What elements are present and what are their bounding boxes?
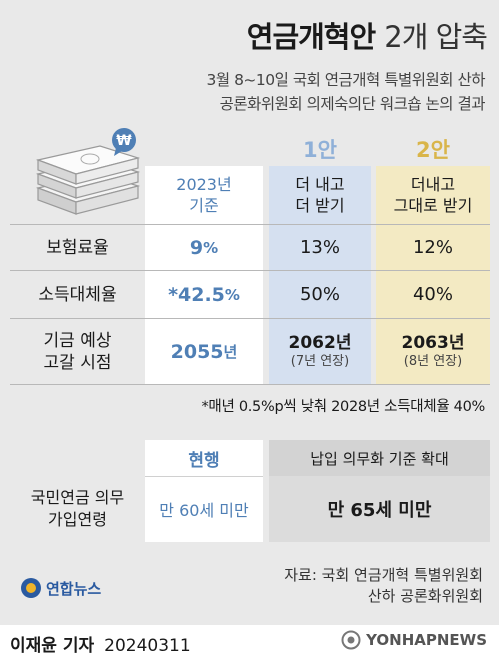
plan1-header-line-1: 더 내고 <box>295 175 345 194</box>
plan2-extension: (8년 연장) <box>403 353 463 369</box>
base-value: 2055 <box>170 340 224 363</box>
plan1-label: 1안 <box>303 138 337 162</box>
row-divider <box>10 270 490 271</box>
row-label-insurance-rate: 보험료율 <box>10 225 145 270</box>
watermark-icon <box>341 630 361 650</box>
row-label-line-2: 고갈 시점 <box>43 352 112 373</box>
current-value: 만 60세 미만 <box>159 501 249 520</box>
base-unit: 년 <box>223 343 238 361</box>
base-value: 9 <box>189 236 204 259</box>
plan2-fund-depletion: 2063년 (8년 연장) <box>376 319 490 384</box>
row-label-line-1: 국민연금 의무 <box>30 488 125 507</box>
row-label-replacement-rate: 소득대체율 <box>10 271 145 318</box>
page-title: 연금개혁안 2개 압축 <box>246 14 488 56</box>
plan1-extension: (7년 연장) <box>290 353 350 369</box>
plan2-year: 2063년 <box>401 332 465 353</box>
plan1-header-line-2: 더 받기 <box>295 196 345 215</box>
plan1-year: 2062년 <box>288 332 352 353</box>
row-label-line-1: 기금 예상 <box>43 330 112 351</box>
yonhap-logo: 연합뉴스 <box>20 577 101 599</box>
row-label-text: 소득대체율 <box>38 284 117 305</box>
base-fund-depletion: 2055 년 <box>145 319 263 384</box>
base-header-line-1: 2023년 <box>176 175 232 194</box>
row-label-fund-depletion: 기금 예상 고갈 시점 <box>10 319 145 384</box>
row-divider <box>145 476 263 477</box>
watermark-text: YONHAPNEWS <box>366 631 487 649</box>
base-insurance-rate: 9% <box>145 225 263 270</box>
base-value: *42.5 <box>168 283 225 306</box>
byline: 이재윤 기자 20240311 <box>10 631 191 656</box>
current-label: 현행 <box>188 450 220 471</box>
source-line-2: 산하 공론화위원회 <box>367 587 483 605</box>
plan2-replacement-rate: 40% <box>412 284 453 305</box>
proposal-value: 만 65세 미만 <box>269 476 490 542</box>
base-replacement-rate: *42.5% <box>145 271 263 318</box>
reporter: 이재윤 기자 <box>10 636 95 656</box>
base-unit: % <box>224 285 240 304</box>
svg-text:₩: ₩ <box>116 133 132 149</box>
base-column <box>145 166 263 384</box>
base-unit: % <box>203 238 219 257</box>
watermark: YONHAPNEWS <box>341 630 487 650</box>
base-header-line-2: 기준 <box>189 196 219 215</box>
subtitle-line-1: 3월 8~10일 국회 연금개혁 특별위원회 산하 <box>206 71 486 89</box>
row-divider <box>10 384 490 385</box>
plan2-insurance-rate: 12% <box>412 237 453 258</box>
plan1-insurance-rate: 13% <box>299 237 340 258</box>
date: 20240311 <box>104 636 191 656</box>
plan1-column <box>269 166 371 384</box>
row-label-line-2: 가입연령 <box>48 510 107 529</box>
plan2-column <box>376 166 490 384</box>
title-bold: 연금개혁안 <box>246 20 376 54</box>
logo-text: 연합뉴스 <box>46 579 102 598</box>
subtitle-line-2: 공론화위원회 의제숙의단 워크숍 논의 결과 <box>219 95 486 113</box>
title-light: 2개 압축 <box>384 20 488 54</box>
plan2-label: 2안 <box>416 138 450 162</box>
plan1-replacement-rate: 50% <box>299 284 340 305</box>
plan1-fund-depletion: 2062년 (7년 연장) <box>269 319 371 384</box>
row-divider <box>10 224 490 225</box>
subtitle: 3월 8~10일 국회 연금개혁 특별위원회 산하 공론화위원회 의제숙의단 워… <box>206 68 486 116</box>
footnote: *매년 0.5%p씩 낮춰 2028년 소득대체율 40% <box>201 399 485 415</box>
money-stack-icon: ₩ <box>35 128 141 215</box>
plan2-header-line-1: 더내고 <box>410 175 456 194</box>
source: 자료: 국회 연금개혁 특별위원회 산하 공론화위원회 <box>284 565 483 607</box>
plan2-header-line-2: 그대로 받기 <box>393 196 473 215</box>
proposal-label: 납입 의무화 기준 확대 <box>269 440 490 476</box>
source-line-1: 자료: 국회 연금개혁 특별위원회 <box>284 566 483 584</box>
current-column <box>145 440 263 542</box>
row-divider <box>10 318 490 319</box>
row-label-text: 보험료율 <box>46 237 109 258</box>
yonhap-logo-icon <box>21 578 41 598</box>
